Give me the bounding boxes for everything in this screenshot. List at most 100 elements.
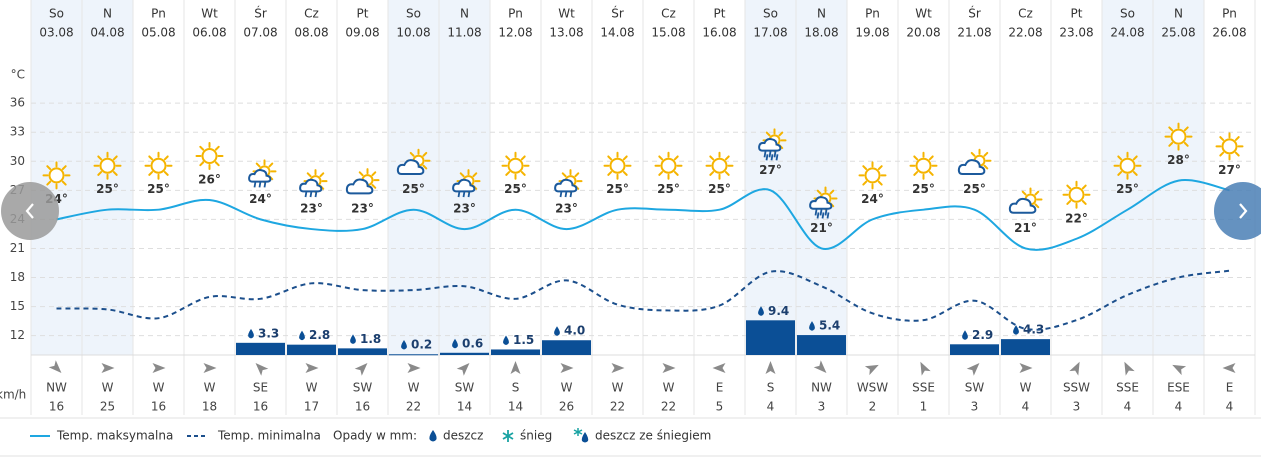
date-label: 17.08 [753,26,787,40]
weekend-band [1153,0,1204,355]
sun-ray [1117,155,1123,161]
next-button[interactable] [1214,182,1261,240]
precip-bar [542,340,591,355]
day-name: Pt [357,7,369,21]
sun-ray [112,171,118,176]
day-name: So [49,7,64,21]
chevron [1239,203,1248,219]
wind-speed: 14 [508,400,523,414]
wind-speed: 5 [716,400,724,414]
sun-ray [561,172,567,178]
sun-ray [1081,184,1087,190]
date-label: 04.08 [90,26,124,40]
max-temp-line [56,179,1230,251]
weekend-band [745,0,796,355]
rain-stroke [826,212,830,219]
wind-arrow [203,363,217,373]
day-name: Wt [558,7,575,21]
date-label: 20.08 [906,26,940,40]
sun-ray [319,172,325,178]
day-name: Wt [201,7,218,21]
date-label: 14.08 [600,26,634,40]
legend-label: Temp. minimalna [217,429,321,443]
sun-ray [1183,141,1189,147]
wind-direction: SSE [1116,381,1139,395]
wind-direction: SSW [1063,381,1090,395]
rain-stroke [770,154,774,161]
y-tick-label: 15 [10,299,25,313]
sun-ray [255,162,261,168]
wind-speed: 17 [304,400,319,414]
legend-label: deszcz ze śniegiem [595,429,711,443]
temp-label: 23° [300,202,323,216]
sun-ray [658,171,664,176]
wind-arrow [560,363,574,373]
y-tick-label: 36 [10,96,25,110]
sun-ray [913,171,919,176]
temp-label: 25° [963,182,986,196]
sun-ray [928,155,934,161]
legend-label: deszcz [443,429,483,443]
date-label: 15.08 [651,26,685,40]
wind-direction: SSE [912,381,935,395]
weather-icon [1008,187,1043,214]
day-name: N [817,7,826,21]
sun-ray [148,171,154,176]
sun-ray [983,151,989,157]
cloud [809,196,833,210]
rain-drop [350,334,356,344]
rain-stroke [821,212,825,219]
wind-direction: ESE [1167,381,1190,395]
temp-label: 26° [198,173,221,187]
rain-stroke [773,151,777,158]
wind-arrow [1019,363,1033,373]
temp-label: 27° [759,163,782,177]
precip-label: 0.2 [411,338,432,352]
rain-icon [429,430,437,442]
wind-speed: 4 [1124,400,1132,414]
weather-icon [195,142,224,170]
day-name: Cz [1018,7,1033,21]
legend: Temp. maksymalna Temp. minimalna Opady w… [30,428,711,443]
sun-ray [724,155,730,161]
precip-bar [440,352,489,355]
wind-speed: 22 [661,400,676,414]
temp-label: 24° [249,192,272,206]
snow-icon [502,430,514,442]
sun-ray [829,189,835,195]
rain-drop [503,335,509,345]
sun-ray [673,171,679,176]
wind-arrow [920,361,931,376]
wind-direction: W [204,381,216,395]
weather-icon [603,151,632,180]
y-tick-label: 12 [10,328,25,342]
date-label: 18.08 [804,26,838,40]
date-label: 03.08 [39,26,73,40]
weather-icon [957,148,992,175]
weather-icon [554,169,583,198]
wind-arrow [510,361,521,374]
wind-speed: 4 [1226,400,1234,414]
rain-drop [299,330,305,341]
day-name: N [460,7,469,21]
wind-arrow [101,363,115,373]
wind-arrow [305,363,319,373]
wind-speed: 25 [100,400,115,414]
sun-ray [928,171,934,176]
sun [507,157,524,174]
day-name: So [1120,7,1135,21]
day-name: Wt [915,7,932,21]
wind-direction: S [512,381,520,395]
rain-stroke [814,209,818,216]
sun-ray [862,165,868,171]
weather-icon [1062,180,1091,209]
day-name: Pn [151,7,166,21]
sun-ray [61,165,67,171]
date-label: 16.08 [702,26,736,40]
rain-stroke [263,181,267,188]
sun-ray [765,131,771,137]
sun [609,157,626,174]
precip-label: 2.9 [972,328,993,342]
wind-direction: E [716,381,724,395]
prev-button[interactable] [1,182,59,240]
